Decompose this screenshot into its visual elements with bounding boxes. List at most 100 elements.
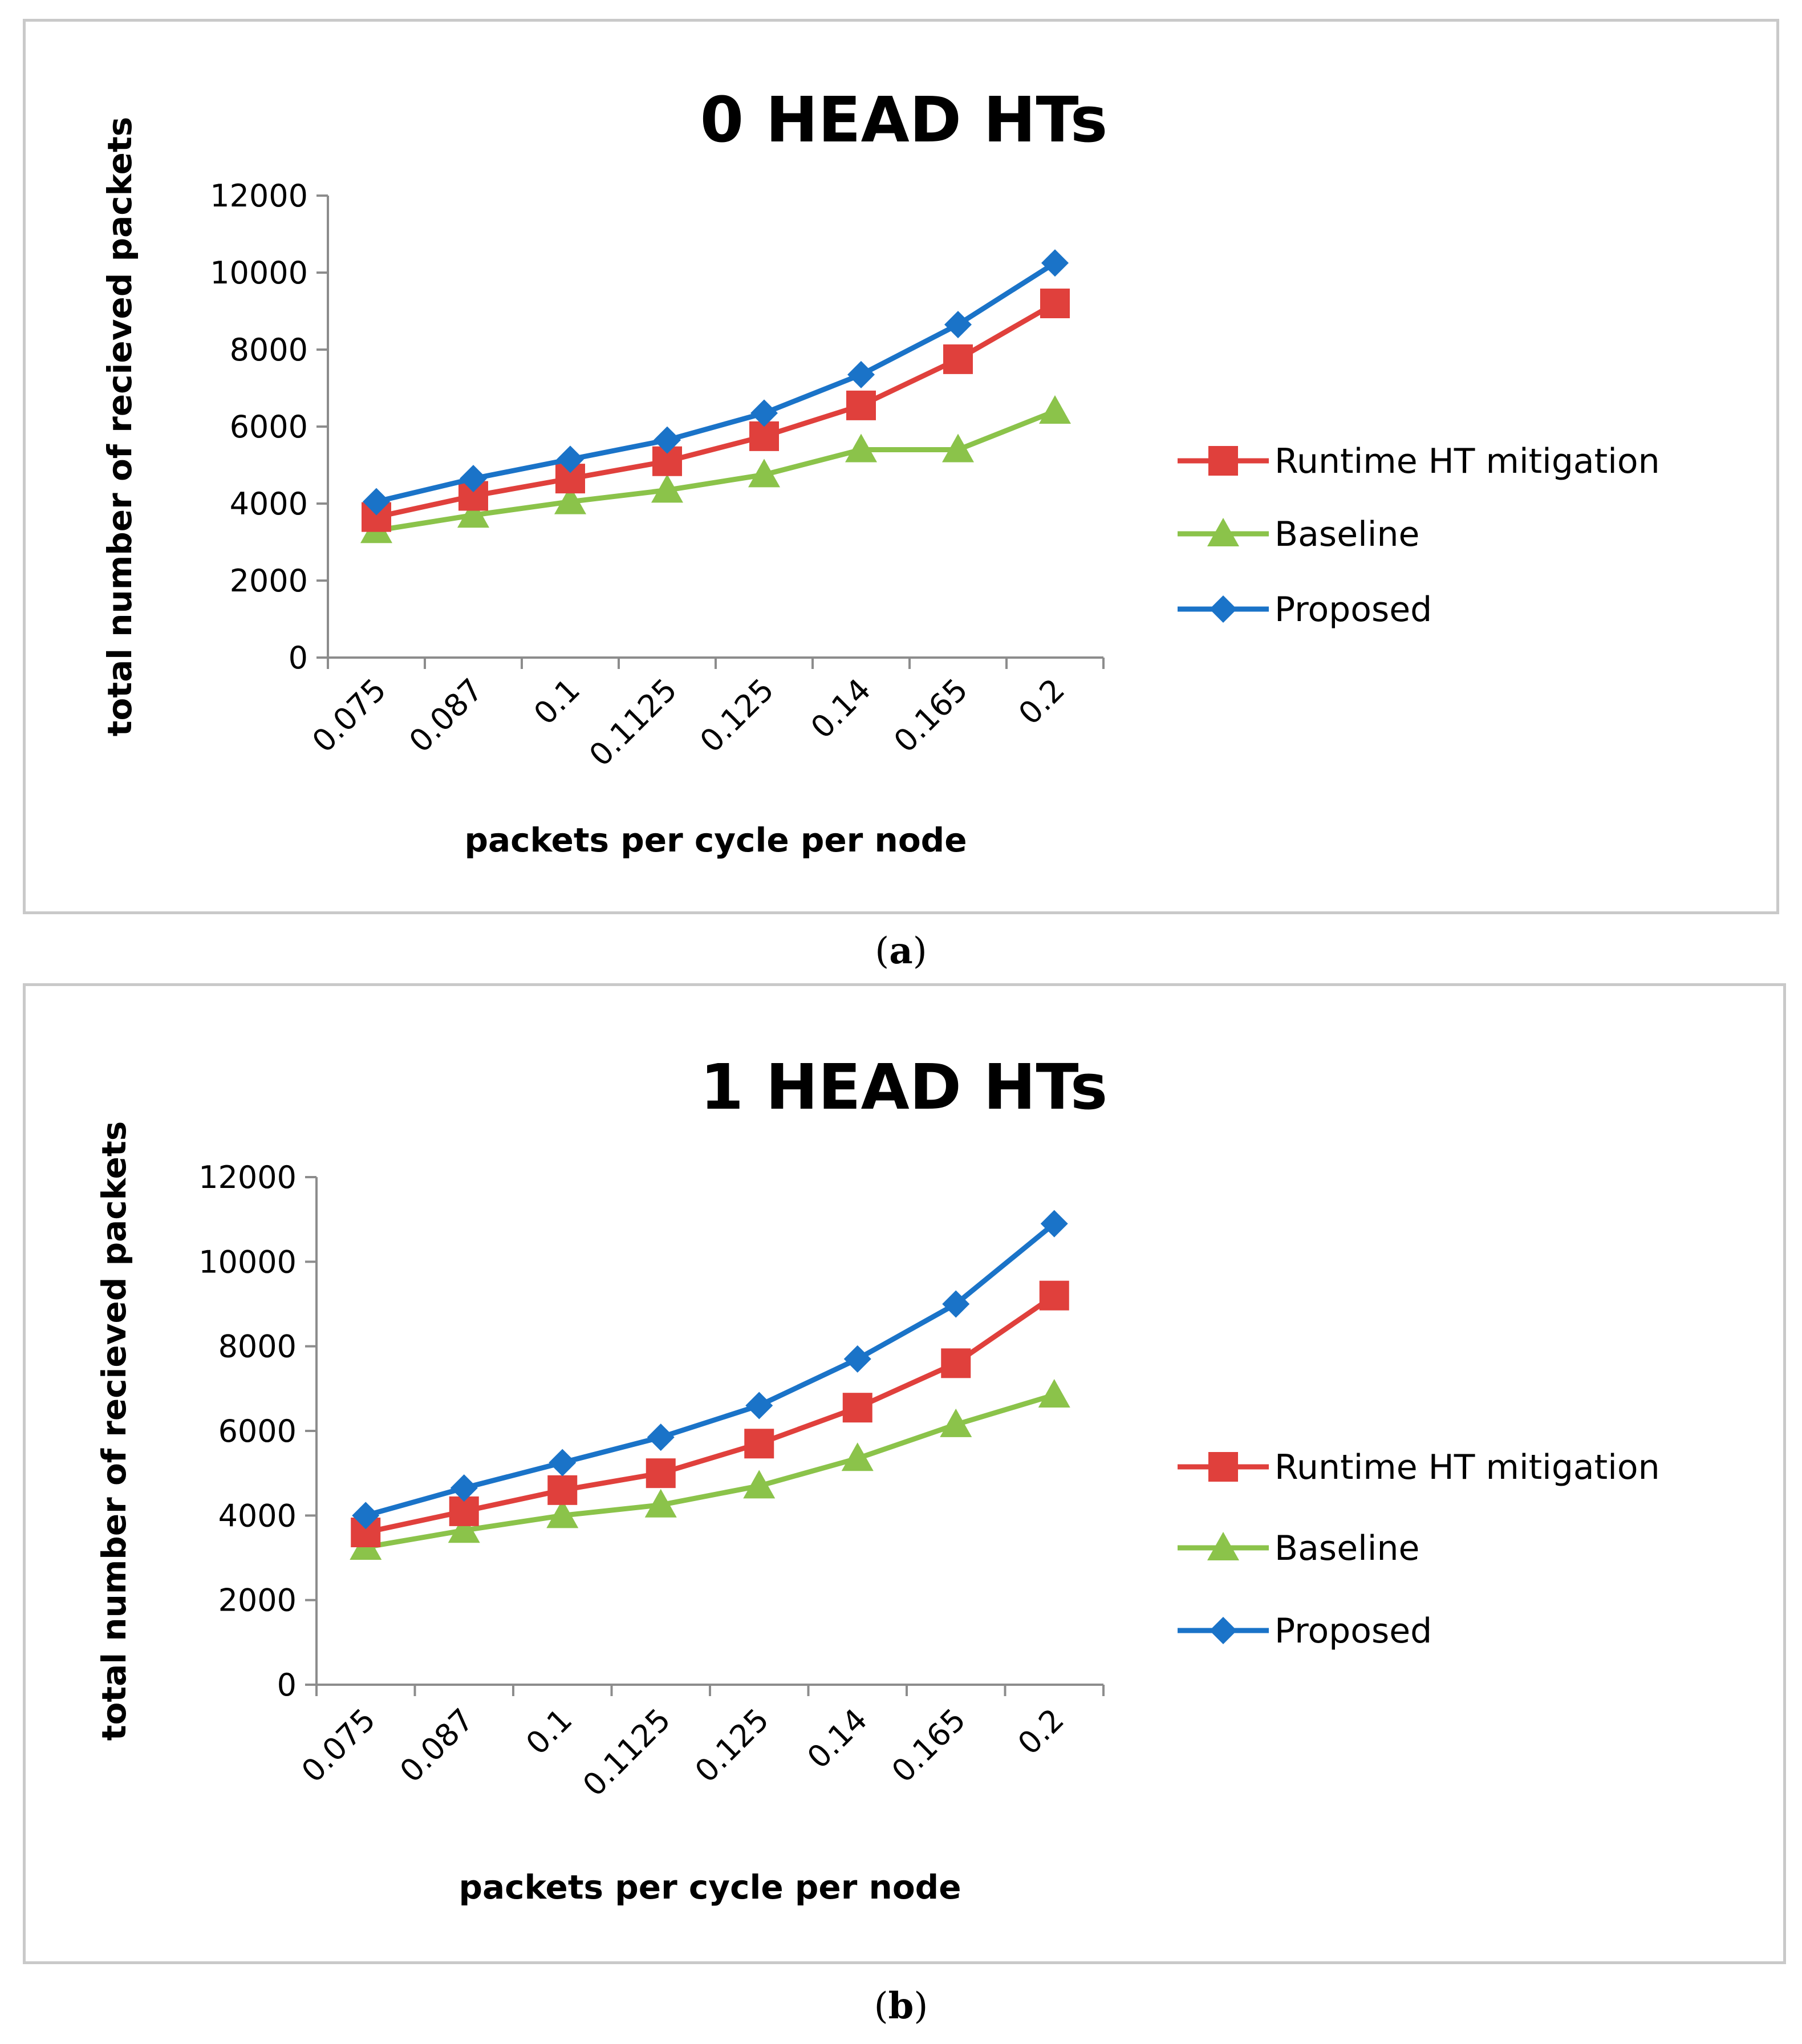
y-tick-label: 8000: [230, 332, 308, 368]
x-tick-label: 0.165: [887, 672, 975, 760]
data-point-runtime-ht-mitigation: [547, 1475, 578, 1505]
chart-title: 1 HEAD HTs: [700, 1051, 1108, 1124]
data-point-baseline: [1038, 1378, 1070, 1408]
y-tick-label: 0: [289, 640, 308, 676]
x-tick-label: 0.1125: [582, 672, 684, 773]
data-point-baseline: [748, 459, 780, 488]
x-tick-label: 0.1: [527, 672, 587, 732]
y-tick-label: 12000: [198, 1159, 297, 1195]
y-tick-label: 8000: [218, 1329, 297, 1365]
data-point-runtime-ht-mitigation: [646, 1458, 676, 1489]
data-point-proposed: [944, 311, 972, 339]
data-point-proposed: [1040, 1210, 1068, 1238]
x-tick-label: 0.165: [885, 1702, 973, 1790]
legend-label-runtime-ht-mitigation: Runtime HT mitigation: [1275, 1447, 1660, 1487]
legend-label-runtime-ht-mitigation: Runtime HT mitigation: [1275, 441, 1660, 481]
data-point-baseline: [1039, 395, 1071, 424]
data-point-proposed: [1041, 249, 1069, 277]
legend-marker-runtime-ht-mitigation: [1208, 446, 1238, 476]
legend-label-baseline: Baseline: [1275, 1528, 1419, 1568]
data-point-proposed: [942, 1290, 970, 1318]
data-point-proposed: [549, 1449, 577, 1477]
legend-label-proposed: Proposed: [1275, 590, 1432, 630]
y-tick-label: 6000: [218, 1413, 297, 1449]
x-axis-label: packets per cycle per node: [458, 1868, 961, 1907]
data-point-runtime-ht-mitigation: [1039, 1280, 1069, 1311]
x-tick-label: 0.087: [402, 672, 490, 760]
x-tick-label: 0.125: [688, 1702, 776, 1790]
data-point-baseline: [651, 474, 683, 503]
x-tick-label: 0.14: [800, 1702, 874, 1776]
legend-marker-baseline: [1207, 1532, 1239, 1560]
y-axis-label: total number of recieved packets: [100, 117, 139, 736]
data-point-proposed: [450, 1474, 478, 1502]
legend-label-proposed: Proposed: [1275, 1611, 1432, 1651]
chart-b-svg: 1 HEAD HTs total number of recieved packe…: [95, 1051, 1660, 1907]
y-tick-label: 4000: [230, 486, 308, 522]
caption-a: (a): [875, 930, 927, 972]
x-tick-label: 0.1: [519, 1702, 579, 1762]
x-tick-label: 0.087: [393, 1702, 481, 1790]
data-point-proposed: [557, 445, 584, 473]
y-axis-label: total number of recieved packets: [95, 1121, 133, 1741]
x-tick-label: 0.075: [295, 1702, 383, 1790]
data-point-proposed: [745, 1392, 773, 1420]
data-point-baseline: [457, 499, 489, 528]
series-line-proposed: [365, 1222, 1056, 1518]
data-point-runtime-ht-mitigation: [943, 344, 973, 374]
series-line-proposed: [375, 261, 1057, 505]
series-runtime-ht-mitigation: [351, 1280, 1069, 1547]
y-tick-label: 12000: [210, 178, 308, 214]
series-line-runtime-ht-mitigation: [376, 301, 1057, 520]
data-point-baseline: [546, 1499, 579, 1528]
data-point-proposed: [647, 1424, 675, 1451]
x-axis-label: packets per cycle per node: [464, 821, 967, 859]
series-line-baseline: [376, 408, 1056, 533]
data-point-runtime-ht-mitigation: [846, 390, 876, 420]
y-tick-label: 2000: [230, 563, 308, 599]
chart-panel-a: 0 HEAD HTs total number of recieved packe…: [23, 19, 1779, 914]
y-tick-label: 10000: [198, 1244, 297, 1280]
series-proposed: [352, 1210, 1068, 1530]
series-line-baseline: [365, 1392, 1056, 1550]
chart-panel-b: 1 HEAD HTs total number of recieved packe…: [23, 983, 1786, 1964]
x-tick-label: 0.1125: [576, 1702, 677, 1803]
y-tick-label: 4000: [218, 1498, 297, 1534]
data-point-runtime-ht-mitigation: [842, 1393, 872, 1423]
legend-marker-runtime-ht-mitigation: [1208, 1452, 1238, 1482]
data-point-baseline: [743, 1470, 776, 1499]
data-point-baseline: [841, 1442, 874, 1471]
series-baseline: [360, 395, 1071, 544]
legend-marker-proposed: [1210, 1617, 1237, 1644]
data-point-proposed: [460, 465, 487, 493]
x-tick-label: 0.075: [305, 672, 393, 760]
legend-label-baseline: Baseline: [1275, 514, 1419, 554]
data-point-baseline: [942, 433, 974, 463]
data-point-proposed: [750, 399, 778, 427]
series-runtime-ht-mitigation: [362, 289, 1070, 532]
series-line-runtime-ht-mitigation: [365, 1293, 1056, 1535]
series-baseline: [350, 1378, 1070, 1560]
data-point-proposed: [654, 426, 681, 454]
x-tick-label: 0.125: [693, 672, 781, 760]
caption-b: (b): [874, 1985, 928, 2027]
data-point-runtime-ht-mitigation: [744, 1429, 774, 1459]
data-point-baseline: [644, 1489, 677, 1518]
data-point-baseline: [448, 1514, 480, 1543]
x-tick-label: 0.2: [1011, 1702, 1071, 1762]
data-point-proposed: [352, 1502, 380, 1530]
data-point-baseline: [554, 485, 586, 514]
x-tick-label: 0.2: [1012, 672, 1072, 732]
y-tick-label: 6000: [230, 409, 308, 445]
y-tick-label: 10000: [210, 255, 308, 291]
data-point-runtime-ht-mitigation: [1040, 289, 1070, 318]
y-tick-label: 2000: [218, 1583, 297, 1619]
chart-a-svg: 0 HEAD HTs total number of recieved packe…: [100, 83, 1660, 859]
legend-marker-baseline: [1207, 518, 1239, 546]
y-tick-label: 0: [277, 1667, 297, 1703]
series-proposed: [363, 249, 1069, 516]
data-point-proposed: [847, 360, 875, 388]
data-point-baseline: [845, 433, 877, 463]
chart-title: 0 HEAD HTs: [700, 83, 1108, 156]
data-point-runtime-ht-mitigation: [941, 1348, 971, 1378]
